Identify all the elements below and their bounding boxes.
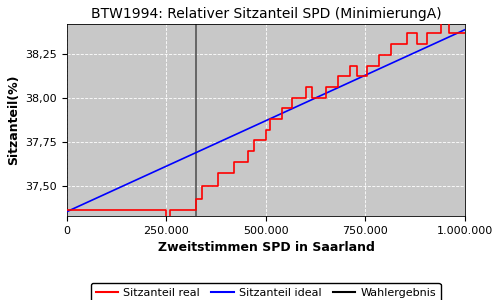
- Legend: Sitzanteil real, Sitzanteil ideal, Wahlergebnis: Sitzanteil real, Sitzanteil ideal, Wahle…: [91, 283, 441, 300]
- Y-axis label: Sitzanteil(%): Sitzanteil(%): [7, 74, 20, 165]
- X-axis label: Zweitstimmen SPD in Saarland: Zweitstimmen SPD in Saarland: [158, 241, 374, 254]
- Title: BTW1994: Relativer Sitzanteil SPD (MinimierungA): BTW1994: Relativer Sitzanteil SPD (Minim…: [90, 7, 442, 21]
